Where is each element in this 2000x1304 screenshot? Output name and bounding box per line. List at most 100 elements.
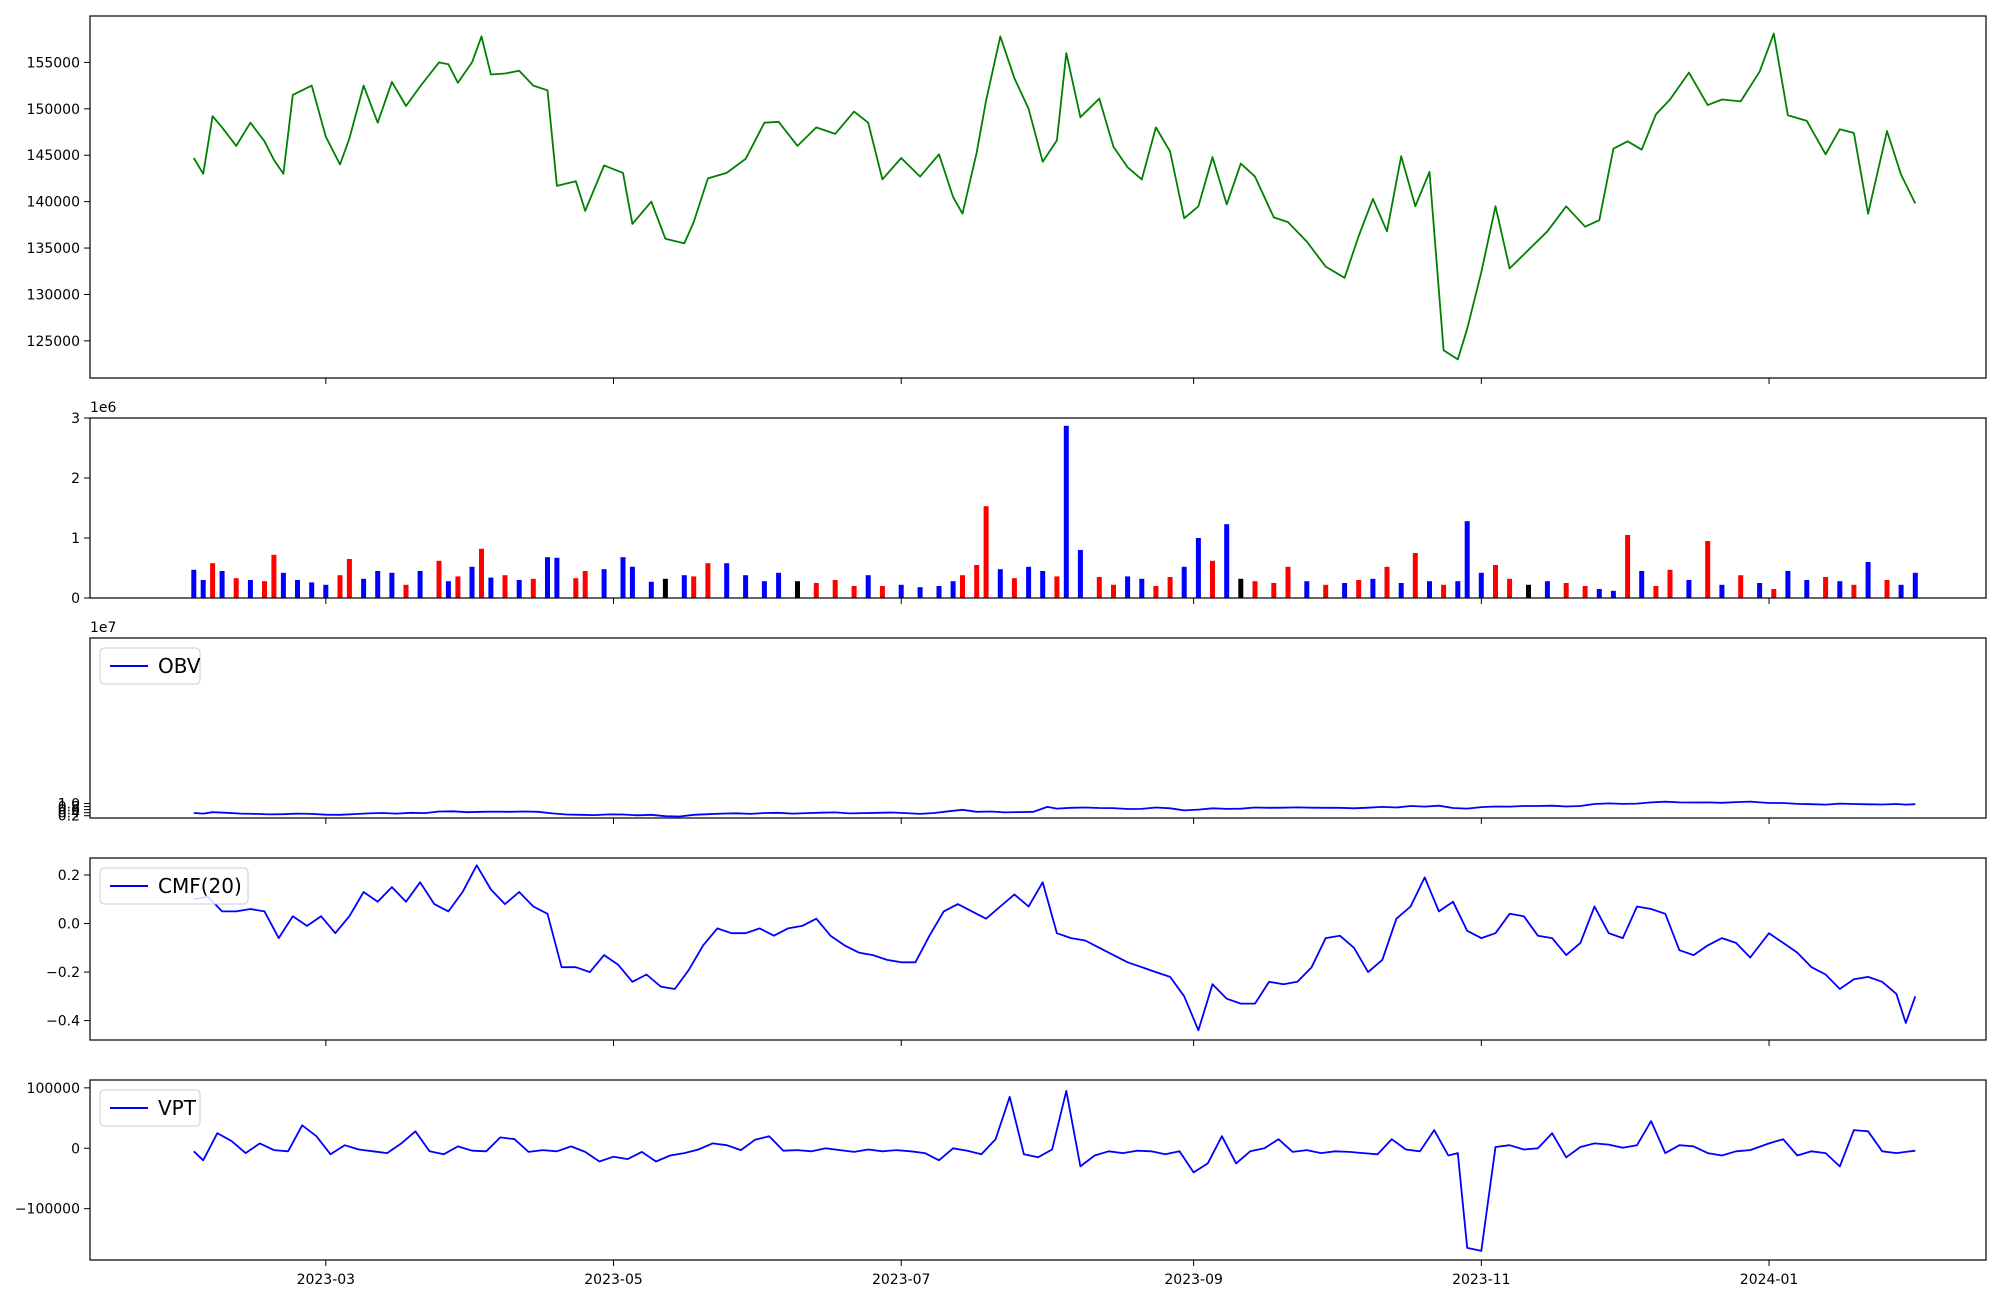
volume-bar [1563, 583, 1569, 598]
obv-ytick-label: 0.8 [58, 800, 80, 816]
cmf-ytick-label: 0.2 [58, 868, 80, 884]
x-tick-label: 2023-07 [872, 1272, 931, 1288]
obv-ytick-label: 0.6 [58, 803, 80, 819]
price-ytick-label: 140000 [27, 195, 80, 211]
volume-ytick-label: 2 [71, 471, 80, 487]
volume-bar [1370, 578, 1376, 598]
volume-bar [1323, 584, 1329, 598]
price-ytick-label: 125000 [27, 334, 80, 350]
volume-bar [865, 575, 871, 598]
x-tick-label: 2023-05 [584, 1272, 643, 1288]
volume-bar [1153, 586, 1159, 598]
obv-line [193, 800, 1916, 818]
volume-bar [346, 559, 352, 598]
vpt-legend-box [99, 1089, 201, 1127]
volume-panel: 0 1 2 3 1e6 [71, 400, 1987, 607]
volume-bar [898, 584, 904, 598]
volume-bar [983, 506, 989, 598]
volume-ytick-label: 3 [71, 411, 80, 427]
volume-bar [1705, 541, 1711, 598]
volume-bar [761, 581, 767, 598]
volume-bar [403, 584, 409, 598]
x-tick-label: 2023-11 [1452, 1272, 1511, 1288]
volume-bar [1384, 566, 1390, 598]
price-ytick-label: 135000 [27, 241, 80, 257]
volume-bar [1441, 584, 1447, 598]
volume-bar [516, 580, 522, 598]
volume-bar [705, 563, 711, 598]
volume-bar [1898, 584, 1904, 598]
volume-bar [950, 581, 956, 598]
volume-bar [1224, 524, 1230, 598]
volume-bar [1582, 586, 1588, 598]
obv-legend-box [99, 647, 201, 685]
price-frame [89, 15, 1987, 379]
volume-bar [813, 583, 819, 598]
volume-bar [191, 569, 197, 598]
vpt-panel: −100000 0 100000 2023-03 2023-05 2023-07 2023-… [15, 1079, 1987, 1288]
price-ytick-label: 155000 [27, 55, 80, 71]
volume-bar [936, 586, 942, 598]
volume-bar [1912, 572, 1918, 598]
volume-bar [337, 575, 343, 598]
volume-bar [1653, 586, 1659, 598]
volume-bar [1837, 581, 1843, 598]
volume-bar [1455, 581, 1461, 598]
volume-bar [200, 580, 206, 598]
volume-offset-label: 1e6 [90, 400, 117, 416]
volume-bar [1464, 521, 1470, 598]
cmf-panel: −0.4 −0.2 0.0 0.2 CMF(20) [46, 857, 1987, 1046]
volume-bar [1285, 566, 1291, 598]
volume-bar [1427, 581, 1432, 598]
volume-bar [582, 571, 588, 598]
cmf-legend-box [99, 867, 249, 905]
volume-bar [247, 580, 253, 598]
volume-bar [1252, 581, 1258, 598]
volume-bar [629, 566, 635, 598]
volume-bar [1507, 578, 1513, 598]
volume-bar [662, 578, 668, 598]
volume-bar [1054, 576, 1060, 598]
obv-ytick-label: 0.2 [58, 809, 80, 825]
volume-bar [1167, 577, 1173, 598]
vpt-ytick-label: 0 [71, 1141, 80, 1157]
obv-offset-label: 1e7 [90, 620, 116, 636]
volume-bar [1738, 575, 1744, 598]
volume-bar [1625, 535, 1631, 598]
volume-bar [1040, 571, 1046, 598]
volume-bar [1412, 553, 1418, 598]
volume-bar [233, 578, 239, 598]
obv-ytick-label: 1.0 [58, 797, 80, 813]
volume-bar [1026, 566, 1032, 598]
cmf-ytick-label: −0.2 [46, 965, 80, 981]
volume-bar [1111, 584, 1116, 598]
volume-bar [455, 576, 461, 598]
volume-bar [309, 582, 315, 598]
volume-bar [573, 578, 579, 598]
volume-bar [1771, 589, 1777, 598]
volume-bar [917, 587, 923, 598]
volume-bar [974, 565, 980, 598]
volume-bar [445, 581, 451, 598]
volume-bar [743, 575, 749, 598]
volume-bar [323, 584, 329, 598]
volume-bar [681, 575, 687, 598]
vpt-frame [89, 1079, 1987, 1261]
cmf-legend-label: CMF(20) [158, 874, 242, 898]
volume-bar [997, 569, 1003, 598]
volume-bar [219, 571, 225, 598]
volume-bar [271, 554, 277, 598]
volume-bar [1544, 581, 1550, 598]
volume-bar [210, 563, 216, 598]
volume-ytick-label: 1 [71, 531, 80, 547]
volume-bar [1125, 576, 1131, 598]
obv-ytick-label: 0.4 [58, 806, 80, 822]
volume-bar [776, 572, 782, 598]
vpt-legend-label: VPT [158, 1096, 197, 1120]
volume-bar [879, 586, 885, 598]
volume-frame [89, 417, 1987, 599]
volume-bar [1195, 538, 1201, 598]
obv-frame [89, 637, 1987, 819]
